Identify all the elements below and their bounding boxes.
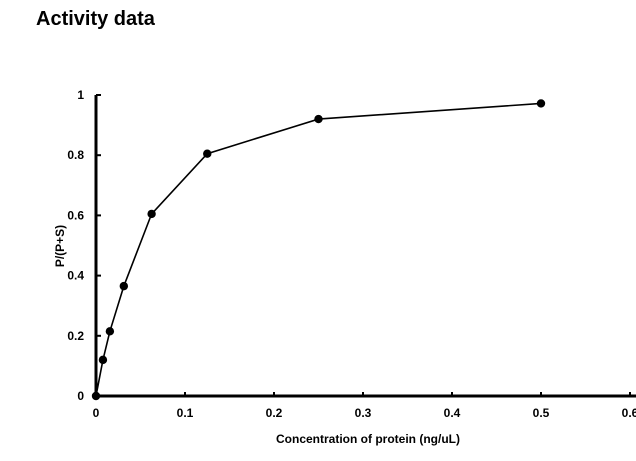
series-line [95,102,542,397]
x-tick-label: 0.5 [533,406,550,420]
x-tick-label: 0.1 [177,406,194,420]
x-tick-label: 0.3 [355,406,372,420]
y-tick-label: 0 [77,389,84,403]
data-point [147,209,156,219]
x-axis-label: Concentration of protein (ng/uL) [276,432,460,446]
x-tick-label: 0.4 [444,406,461,420]
y-tick-label: 1 [77,88,84,102]
x-tick-label: 0 [93,406,100,420]
chart-title: Activity data [36,8,155,30]
data-point [203,149,212,158]
y-tick-label: 0.4 [67,269,84,283]
data-point [105,327,115,336]
y-tick-label: 0.8 [67,148,84,162]
data-point [536,99,546,108]
y-tick-label: 0.6 [67,208,84,222]
x-tick-label: 0.6 [622,406,636,420]
data-point [91,391,101,401]
data-point [98,355,108,365]
x-tick-label: 0.2 [266,406,283,420]
data-point [119,281,129,291]
y-axis-label: P/(P+S) [53,225,67,267]
y-tick-label: 0.2 [67,329,84,343]
data-point [314,114,323,124]
